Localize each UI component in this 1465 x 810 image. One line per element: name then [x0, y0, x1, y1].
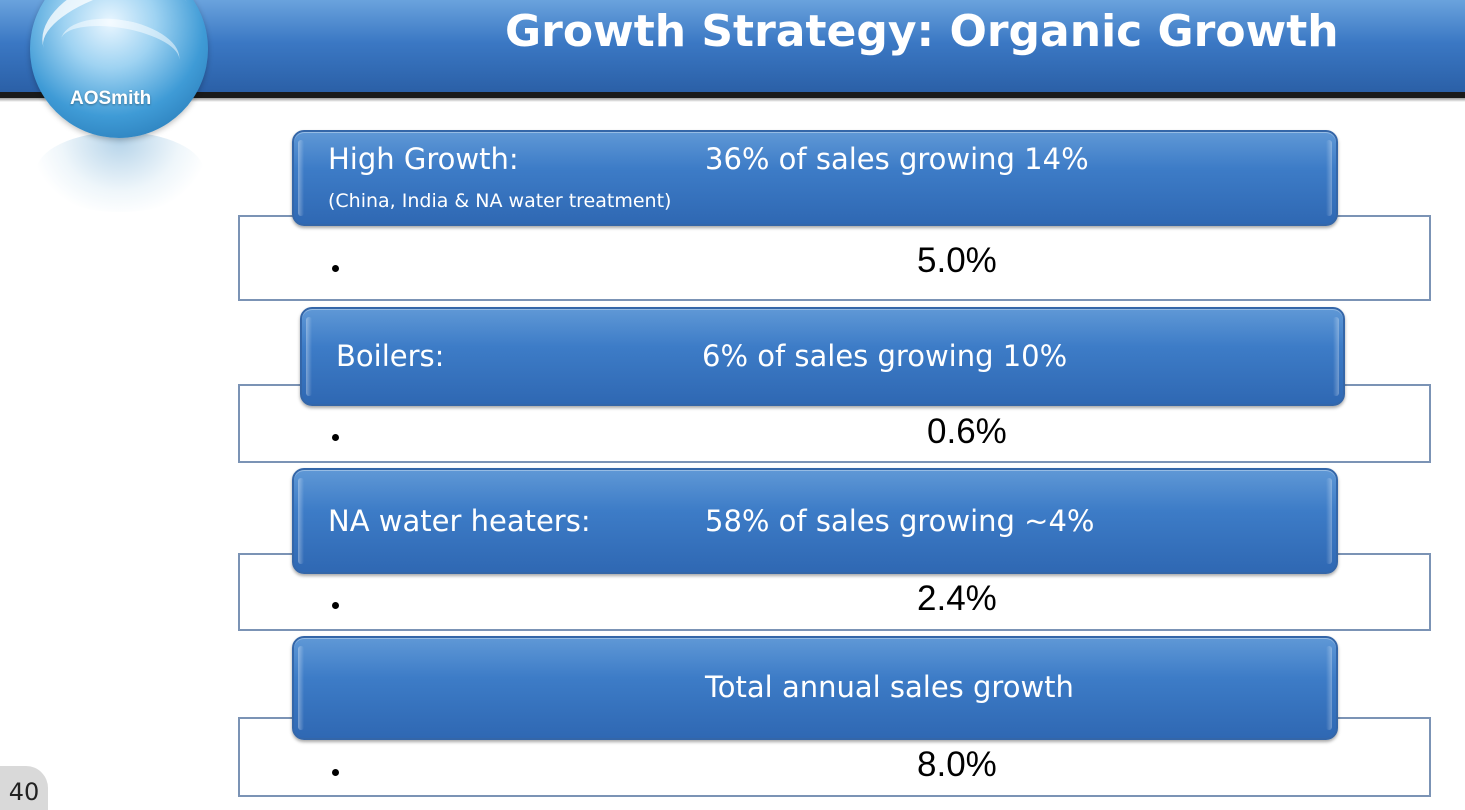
- bullet-icon: [332, 602, 339, 609]
- bullet-icon: [332, 265, 339, 272]
- contribution-value: 8.0%: [917, 745, 997, 784]
- header-bar: [0, 0, 1465, 94]
- contribution-panel-high-growth: 5.0%: [238, 215, 1431, 301]
- logo-reflection: [36, 132, 204, 212]
- segment-bar-na-water-heaters: NA water heaters: 58% of sales growing ~…: [292, 468, 1338, 574]
- segment-bar-high-growth: High Growth: (China, India & NA water tr…: [292, 130, 1338, 226]
- header-shadow: [0, 98, 1465, 102]
- segment-bar-total: Total annual sales growth: [292, 636, 1338, 740]
- segment-description: 36% of sales growing 14%: [705, 142, 1089, 176]
- segment-label: Boilers:: [336, 339, 445, 373]
- segment-bar-boilers: Boilers: 6% of sales growing 10%: [300, 307, 1345, 406]
- bullet-icon: [332, 434, 339, 441]
- contribution-value: 2.4%: [917, 579, 997, 618]
- segment-description: 58% of sales growing ~4%: [705, 504, 1095, 538]
- bullet-icon: [332, 769, 339, 776]
- slide-title: Growth Strategy: Organic Growth: [505, 6, 1339, 57]
- segment-label: High Growth:: [328, 142, 519, 176]
- water-globe-logo-icon: [30, 0, 208, 138]
- contribution-value: 0.6%: [927, 412, 1007, 451]
- segment-sublabel: (China, India & NA water treatment): [328, 190, 672, 212]
- segment-label: NA water heaters:: [328, 504, 591, 538]
- header-divider: [0, 92, 1465, 98]
- segment-description: Total annual sales growth: [705, 670, 1074, 704]
- segment-description: 6% of sales growing 10%: [702, 339, 1068, 373]
- contribution-value: 5.0%: [917, 241, 997, 280]
- company-logo-text: AOSmith: [70, 88, 152, 109]
- page-number: 40: [0, 766, 48, 810]
